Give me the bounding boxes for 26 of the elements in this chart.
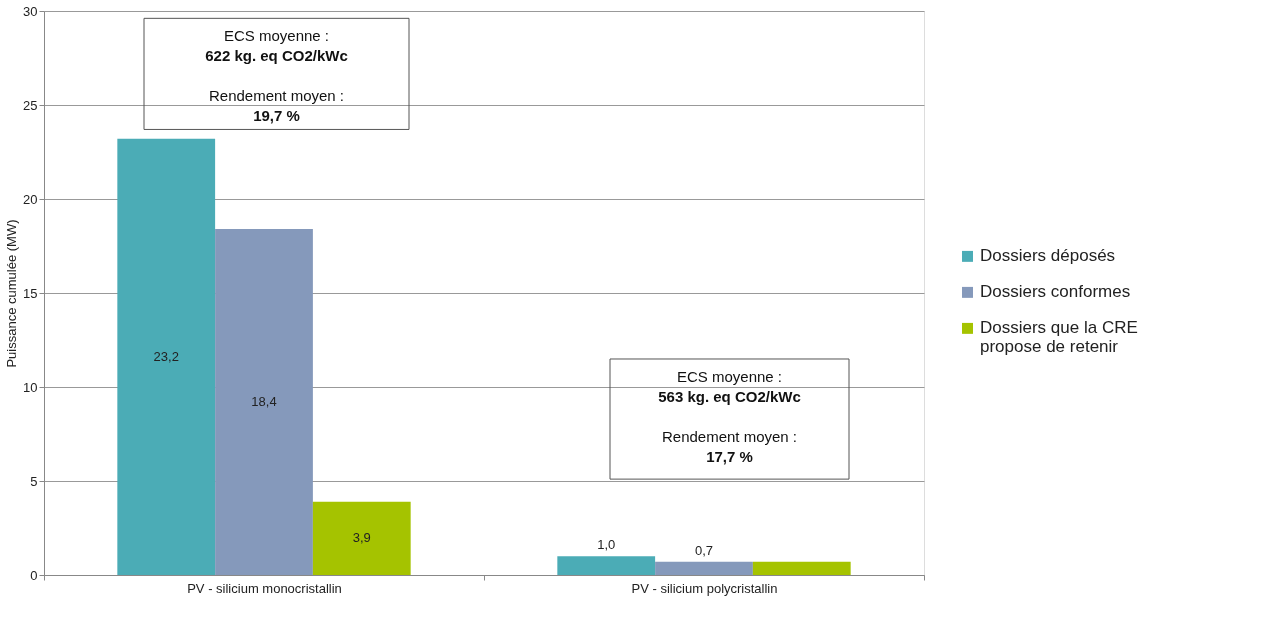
y-tick-label: 25 <box>23 97 38 113</box>
data-label: 1,0 <box>597 537 616 553</box>
bar <box>557 556 656 575</box>
data-label: 0,7 <box>694 542 714 558</box>
legend-label: Dossiers conformes <box>980 282 1131 302</box>
bar <box>215 229 313 575</box>
y-tick-label: 0 <box>30 567 38 583</box>
data-label: 23,2 <box>153 348 179 364</box>
y-tick-label: 5 <box>30 473 38 489</box>
text: ECS moyenne : 622 kg. eq CO2/kWc Rendement moyen : 19,7 % <box>205 27 348 125</box>
x-tick-label: PV - silicium monocristallin <box>187 580 342 596</box>
legend-label: Dossiers que la CRE propose de retenir <box>980 318 1138 357</box>
bar <box>117 138 216 575</box>
y-axis-title: Puissance cumulée (MW) <box>4 219 20 368</box>
bar <box>312 501 411 575</box>
x-tick-label: PV - silicium polycristallin <box>631 580 778 596</box>
y-tick-label: 30 <box>23 3 38 19</box>
bar <box>752 561 851 575</box>
bar <box>655 561 753 575</box>
y-tick-label: 20 <box>23 191 38 207</box>
y-tick-label: 10 <box>23 379 38 395</box>
legend-label: Dossiers déposés <box>980 246 1116 266</box>
data-label: 18,4 <box>251 394 277 410</box>
y-tick-label: 15 <box>23 285 38 301</box>
data-label: 3,9 <box>352 530 371 546</box>
text: ECS moyenne : 563 kg. eq CO2/kWc Rendement moyen : 17,7 % <box>658 367 801 465</box>
